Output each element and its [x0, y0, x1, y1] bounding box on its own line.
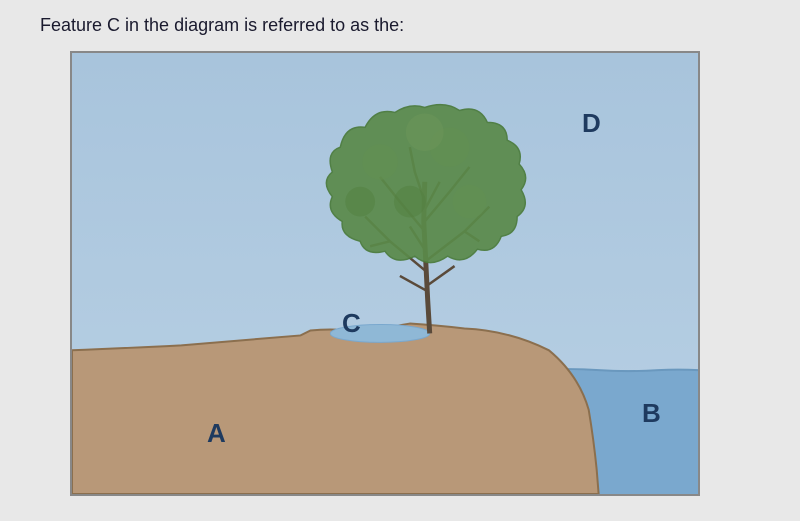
label-b: B	[642, 398, 661, 429]
label-a: A	[207, 418, 226, 449]
ground-hill	[72, 324, 599, 494]
label-d: D	[582, 108, 601, 139]
question-text: Feature C in the diagram is referred to …	[40, 15, 760, 36]
landscape-diagram	[72, 53, 698, 494]
label-c: C	[342, 308, 361, 339]
diagram-container: A B C D	[70, 51, 700, 496]
tree-foliage	[326, 105, 525, 263]
